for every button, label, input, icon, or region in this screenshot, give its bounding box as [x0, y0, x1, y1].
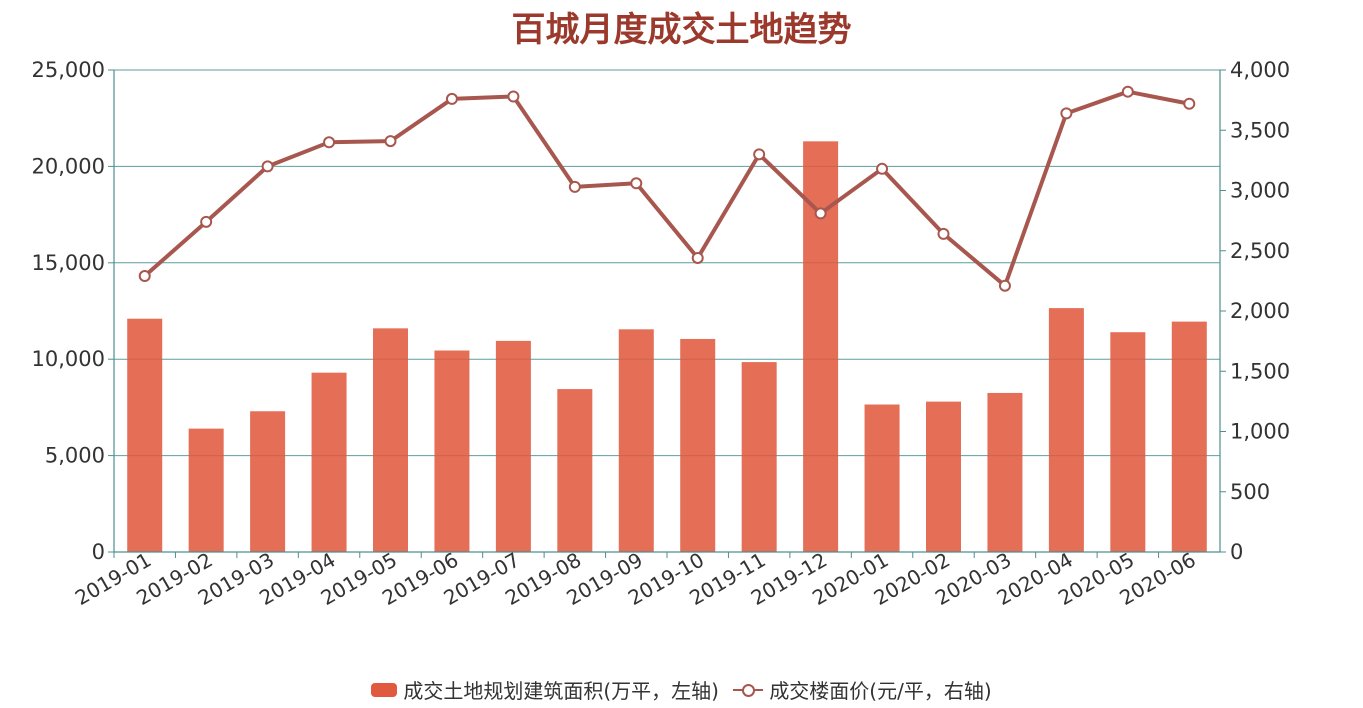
price-point-2019-08[interactable] [568, 180, 581, 193]
chart-title: 百城月度成交土地趋势 [511, 10, 852, 50]
bar-2020-02[interactable] [926, 401, 961, 552]
right-y-tick-label: 4,000 [1230, 58, 1290, 82]
right-y-tick-label: 3,500 [1230, 118, 1290, 142]
right-y-tick-label: 2,000 [1230, 299, 1290, 323]
left-y-tick-label: 0 [92, 540, 105, 564]
left-y-tick-label: 20,000 [32, 154, 105, 178]
legend-label-area: 成交土地规划建筑面积(万平，左轴) [403, 679, 719, 703]
bar-2019-03[interactable] [250, 411, 286, 552]
bar-2020-06[interactable] [1171, 321, 1207, 552]
line-legend-swatch [733, 683, 764, 697]
legend-item-price[interactable]: 成交楼面价(元/平，右轴) [733, 675, 992, 704]
right-y-tick-label: 0 [1230, 540, 1243, 564]
price-point-2020-01[interactable] [876, 162, 889, 175]
price-point-2019-12[interactable] [814, 207, 827, 220]
left-y-axis-labels: 0 5,000 10,000 15,000 20,000 25,000 [32, 58, 105, 564]
bar-2019-06[interactable] [434, 350, 470, 552]
legend-label-price: 成交楼面价(元/平，右轴) [769, 679, 992, 703]
bar-2019-11[interactable] [741, 362, 777, 552]
bar-series [127, 141, 1207, 552]
right-y-tick-label: 500 [1230, 480, 1270, 504]
bar-2020-03[interactable] [987, 392, 1023, 552]
price-point-2019-01[interactable] [138, 270, 151, 283]
price-point-2019-07[interactable] [507, 90, 520, 103]
price-point-2019-11[interactable] [753, 148, 766, 161]
price-point-2019-06[interactable] [445, 92, 458, 105]
right-y-tick-label: 3,000 [1230, 179, 1290, 203]
bar-2019-08[interactable] [557, 389, 593, 552]
left-y-tick-label: 25,000 [32, 58, 105, 82]
right-y-tick-label: 2,500 [1230, 239, 1290, 263]
left-y-tick-label: 10,000 [32, 347, 105, 371]
bar-2019-01[interactable] [127, 318, 163, 552]
bar-2020-05[interactable] [1110, 332, 1146, 552]
axes [108, 69, 1226, 558]
price-point-2019-10[interactable] [691, 251, 704, 264]
right-y-tick-label: 1,500 [1230, 359, 1290, 383]
price-line [143, 89, 1190, 288]
price-point-2019-04[interactable] [323, 136, 336, 149]
bar-2020-04[interactable] [1048, 308, 1084, 552]
legend-item-area[interactable]: 成交土地规划建筑面积(万平，左轴) [371, 675, 719, 704]
bar-2019-05[interactable] [373, 328, 408, 552]
price-point-2020-04[interactable] [1060, 107, 1073, 120]
bar-2019-02[interactable] [188, 428, 224, 552]
bar-legend-swatch [371, 682, 398, 697]
price-point-2019-09[interactable] [630, 177, 643, 190]
price-point-2020-03[interactable] [998, 279, 1011, 292]
bar-2019-07[interactable] [495, 340, 531, 552]
price-point-2020-05[interactable] [1121, 85, 1134, 98]
grid-lines [114, 69, 1220, 457]
left-y-tick-label: 5,000 [45, 444, 105, 468]
line-series [138, 85, 1196, 292]
right-y-axis-labels: 0 500 1,000 1,500 2,000 2,500 3,000 3,500 4,000 [1230, 58, 1290, 564]
bar-2019-10[interactable] [680, 338, 716, 552]
right-y-tick-label: 1,000 [1230, 420, 1290, 444]
bar-2019-04[interactable] [311, 372, 347, 552]
x-axis-labels: 2019-012019-022019-032019-042019-052019-… [71, 548, 1200, 611]
bar-2019-09[interactable] [618, 329, 654, 552]
left-y-tick-label: 15,000 [32, 251, 105, 275]
legend: 成交土地规划建筑面积(万平，左轴) 成交楼面价(元/平，右轴) [0, 675, 1363, 704]
price-point-2020-06[interactable] [1183, 97, 1196, 110]
price-point-2020-02[interactable] [937, 227, 950, 240]
price-point-2019-05[interactable] [384, 135, 397, 148]
bar-2020-01[interactable] [864, 404, 900, 552]
price-point-2019-03[interactable] [261, 160, 274, 173]
price-point-2019-02[interactable] [200, 215, 213, 228]
